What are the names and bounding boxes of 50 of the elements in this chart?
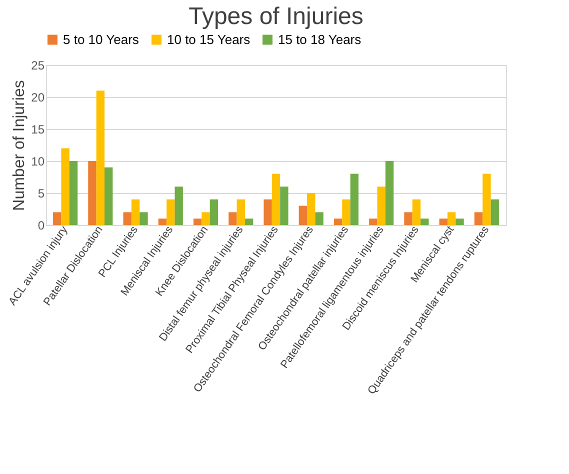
legend-label: 10 to 15 Years [167, 32, 251, 47]
bar [104, 167, 113, 225]
y-tick-label: 10 [31, 154, 45, 168]
bar [131, 199, 140, 225]
bar [334, 218, 342, 225]
legend-label: 5 to 10 Years [63, 32, 140, 47]
bar [140, 212, 148, 225]
bar [193, 218, 202, 225]
bar [490, 199, 499, 225]
y-tick-label: 0 [38, 218, 45, 232]
bar [96, 90, 105, 225]
bar [342, 199, 350, 225]
bar [298, 206, 308, 225]
bar [53, 212, 62, 225]
bar [228, 212, 237, 225]
bar [482, 174, 491, 225]
bar [174, 186, 183, 225]
bar [264, 199, 272, 225]
bar [166, 199, 175, 225]
bar [350, 174, 359, 225]
bar [244, 218, 254, 225]
bar [236, 199, 245, 225]
bar [69, 161, 78, 225]
bar [456, 218, 464, 225]
bar [474, 212, 483, 225]
bar [202, 212, 210, 225]
bar [404, 212, 412, 225]
bar [307, 193, 316, 225]
chart-title: Types of Injuries [188, 3, 364, 30]
bar [315, 212, 324, 225]
bar [280, 186, 288, 225]
bar [385, 161, 394, 225]
bar [377, 186, 386, 225]
y-axis-title: Number of Injuries [11, 80, 28, 211]
bar [61, 148, 70, 225]
y-tick-label: 5 [38, 186, 45, 200]
y-tick-label: 20 [31, 90, 45, 104]
bar [412, 199, 421, 225]
bar [439, 218, 448, 225]
bar [447, 212, 456, 225]
y-tick-label: 15 [31, 122, 45, 136]
bar [88, 161, 96, 225]
bar [272, 174, 280, 225]
bar [123, 212, 132, 225]
bar [210, 199, 218, 225]
bar [158, 218, 167, 225]
bar [420, 218, 429, 225]
bar [369, 218, 378, 225]
y-tick-label: 25 [31, 58, 45, 72]
legend-label: 15 to 18 Years [278, 32, 362, 47]
